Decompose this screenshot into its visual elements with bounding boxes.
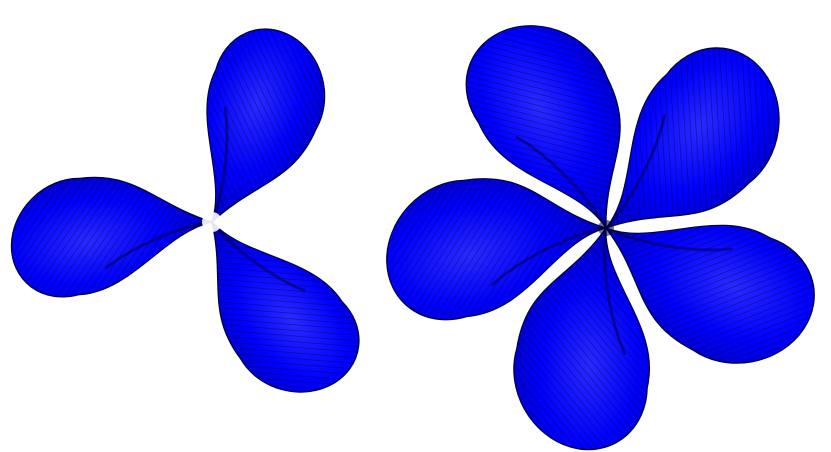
petal bbox=[604, 224, 815, 364]
petal bbox=[206, 28, 326, 224]
petal bbox=[513, 225, 650, 451]
petal bbox=[10, 176, 215, 298]
hub bbox=[598, 220, 614, 236]
five-petal-surface bbox=[386, 25, 815, 451]
three-petal-surface bbox=[10, 28, 360, 393]
petal bbox=[465, 25, 621, 231]
petal bbox=[386, 178, 609, 321]
petal bbox=[210, 219, 360, 393]
hub bbox=[202, 212, 222, 232]
petal bbox=[604, 47, 780, 230]
